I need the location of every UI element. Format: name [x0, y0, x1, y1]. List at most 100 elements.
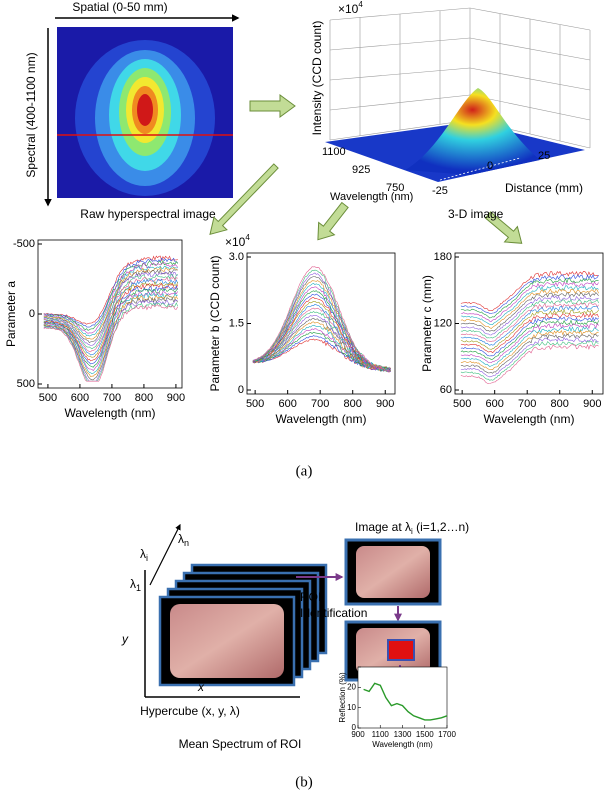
y-tick-label: 500	[17, 378, 35, 390]
tick-label: 25	[538, 150, 550, 162]
caption: Raw hyperspectral image	[80, 207, 216, 221]
spectrum-curve	[460, 326, 599, 367]
y-tick-label: 10	[347, 703, 356, 712]
y-tick-label: 3.0	[229, 251, 244, 263]
axis-label: y	[121, 632, 129, 646]
x-tick-label: 700	[518, 398, 536, 410]
lambda-sub: i	[146, 553, 148, 563]
spectrum-curve	[460, 316, 599, 357]
tissue	[170, 604, 284, 678]
y-axis-label: Parameter b (CCD count)	[208, 255, 222, 391]
x-axis-label: Wavelength (nm)	[372, 740, 433, 749]
tick-label: 750	[386, 182, 404, 194]
spectrum-curve	[43, 268, 178, 343]
y-tick-label: 0	[238, 384, 244, 396]
x-tick-label: 600	[486, 398, 504, 410]
roi-image	[344, 538, 442, 606]
spectrum-curve	[460, 323, 599, 364]
lambda-sub: n	[184, 538, 189, 548]
spectrum-line	[363, 682, 448, 721]
lambda-sub: 1	[136, 583, 141, 593]
y-tick-label: 60	[440, 384, 452, 396]
panel-label: (b)	[295, 774, 313, 790]
parameter-plot: 500 600 700 800 900 0 1.5 3.0 Wavelength (nm) Par…	[208, 233, 396, 426]
spectrum-curve	[43, 280, 178, 358]
spectrum-curve	[43, 299, 178, 382]
spectrum-curve	[43, 257, 178, 328]
x-tick-label: 600	[278, 398, 296, 410]
spectrum-curve	[43, 283, 178, 362]
multiplier: ×104	[225, 233, 250, 249]
x-axis-label: Wavelength (nm)	[484, 412, 575, 426]
spectrum-curve	[460, 319, 599, 360]
lambda-label: λi	[140, 547, 148, 563]
multiplier-exp: 4	[245, 233, 250, 242]
x-tick-label: 900	[583, 398, 601, 410]
spectrum-curve	[252, 311, 391, 372]
spectrum-curve	[460, 298, 599, 339]
raw-image	[57, 27, 233, 198]
x-tick-label: 500	[246, 398, 264, 410]
spectrum-curve	[460, 308, 599, 350]
y-tick-label: 0	[352, 723, 357, 732]
y-tick-label: 0	[29, 308, 35, 320]
x-tick-label: 1700	[438, 730, 456, 739]
x-tick-label: 700	[311, 398, 329, 410]
axis-label: Spatial (0-50 mm)	[72, 0, 167, 14]
x-tick-label: 800	[135, 392, 153, 404]
arrow	[149, 523, 181, 586]
x-tick-label: 900	[167, 392, 185, 404]
x-tick-label: 900	[351, 730, 365, 739]
x-tick-label: 800	[551, 398, 569, 410]
spectrum-curve	[43, 273, 178, 350]
axis-label: Spectral (400-1100 nm)	[24, 52, 38, 177]
spectrum-curve	[460, 329, 599, 371]
spectrum-curve	[43, 292, 178, 375]
spectrum-curve	[460, 302, 599, 342]
plot-frame	[357, 666, 448, 729]
y-tick-label: -500	[13, 238, 35, 250]
y-axis-label: Parameter c (mm)	[420, 275, 434, 372]
tick-label: -25	[432, 185, 448, 197]
y-tick-label: 1.5	[229, 317, 244, 329]
spectrum-curve	[43, 294, 178, 377]
caption: 3-D image	[448, 207, 504, 221]
lambda-label: λn	[178, 532, 189, 548]
tick-label: 0	[487, 160, 493, 172]
spectrum-curve	[43, 259, 178, 331]
spectrum-curve	[43, 291, 178, 372]
spectrum-curve	[252, 269, 391, 372]
spectrum-curve	[252, 286, 391, 373]
title-end: (i=1,2…n)	[413, 520, 469, 534]
spectrum-curve	[460, 295, 599, 336]
roi-label: ROI	[300, 590, 321, 604]
image-title: Image at λi (i=1,2…n)	[355, 520, 469, 536]
multiplier: ×104	[338, 0, 363, 16]
x-tick-label: 600	[71, 392, 89, 404]
spectrum-curve	[460, 285, 599, 325]
spectrum-curve	[460, 292, 599, 332]
spectrum-curve	[460, 336, 599, 378]
lambda: λ	[178, 532, 184, 546]
spectrum-curve	[252, 331, 391, 372]
x-tick-label: 500	[453, 398, 471, 410]
spectrum-curve	[43, 271, 178, 346]
spectrum-curve	[43, 262, 178, 334]
spectrum-curve	[460, 277, 599, 319]
spectrum-curve	[252, 293, 391, 372]
y-tick-label: 30	[347, 662, 356, 671]
spectrum-curve	[460, 312, 599, 354]
tick-label: 1100	[322, 146, 346, 158]
guide	[439, 157, 521, 181]
x-tick-label: 1100	[372, 730, 390, 739]
x-tick-label: 900	[376, 398, 394, 410]
title-sub: i	[411, 527, 413, 536]
axis-label: Distance (mm)	[505, 181, 583, 195]
x-tick-label: 800	[344, 398, 362, 410]
panel-label: (a)	[296, 463, 313, 479]
surface-peak	[405, 88, 540, 175]
title-start: Image at λ	[355, 520, 411, 534]
spectrum-curve	[252, 266, 391, 372]
